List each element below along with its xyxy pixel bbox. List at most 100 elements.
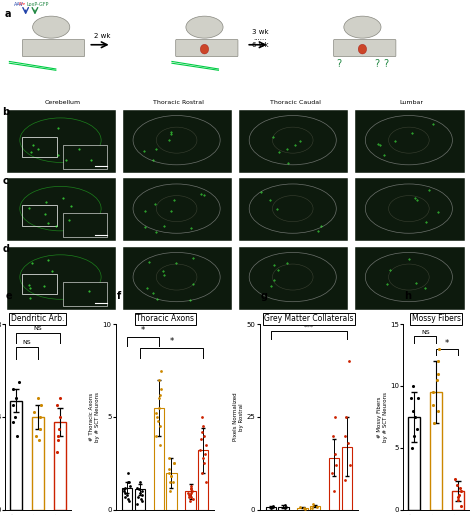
Point bbox=[137, 478, 144, 486]
Point bbox=[123, 491, 131, 499]
Point bbox=[126, 482, 134, 490]
Point bbox=[120, 487, 128, 495]
Point bbox=[54, 401, 61, 409]
Point bbox=[344, 439, 351, 447]
Bar bbox=[122, 488, 132, 510]
Ellipse shape bbox=[344, 16, 381, 38]
Point bbox=[121, 489, 129, 497]
Point bbox=[313, 503, 321, 511]
Bar bbox=[22, 137, 57, 157]
FancyBboxPatch shape bbox=[123, 110, 232, 173]
Text: ......: ...... bbox=[254, 36, 267, 41]
Point bbox=[282, 503, 290, 511]
Text: *: * bbox=[445, 338, 449, 348]
Point bbox=[133, 484, 140, 492]
FancyBboxPatch shape bbox=[7, 179, 116, 242]
Point bbox=[55, 432, 62, 440]
Text: ?: ? bbox=[383, 59, 388, 69]
Point bbox=[455, 493, 462, 502]
Point bbox=[166, 478, 174, 486]
Point bbox=[125, 469, 132, 477]
Point bbox=[186, 491, 193, 499]
Point bbox=[429, 401, 437, 409]
Point bbox=[185, 493, 193, 501]
Point bbox=[165, 469, 173, 477]
Point bbox=[198, 427, 206, 436]
Bar bbox=[409, 417, 420, 510]
Bar bbox=[22, 205, 57, 226]
Point bbox=[171, 459, 178, 468]
Point bbox=[188, 484, 195, 492]
Text: d: d bbox=[2, 244, 9, 254]
Text: 6 wk: 6 wk bbox=[252, 42, 269, 48]
Point bbox=[197, 447, 204, 455]
Point bbox=[410, 432, 418, 440]
Point bbox=[189, 494, 197, 503]
Point bbox=[198, 413, 205, 421]
Text: ?: ? bbox=[374, 59, 379, 69]
Point bbox=[54, 448, 61, 456]
FancyBboxPatch shape bbox=[7, 110, 116, 173]
Point bbox=[55, 424, 63, 433]
Point bbox=[9, 385, 17, 393]
Text: Cerebellum: Cerebellum bbox=[45, 99, 81, 105]
Point bbox=[434, 369, 442, 377]
Point bbox=[170, 459, 178, 468]
Text: a: a bbox=[4, 9, 11, 19]
Point bbox=[429, 388, 437, 397]
Point bbox=[138, 491, 146, 499]
Point bbox=[328, 469, 336, 477]
Point bbox=[282, 504, 289, 512]
Point bbox=[414, 394, 421, 403]
Bar bbox=[342, 447, 352, 510]
Ellipse shape bbox=[186, 16, 223, 38]
Y-axis label: # Thoracic Axons
by # SCT Neurons: # Thoracic Axons by # SCT Neurons bbox=[89, 392, 100, 442]
Point bbox=[408, 394, 415, 403]
Point bbox=[301, 505, 309, 513]
Point bbox=[125, 478, 132, 486]
Point bbox=[201, 450, 209, 458]
Point bbox=[154, 413, 161, 421]
Bar bbox=[166, 473, 176, 510]
Point bbox=[451, 475, 459, 483]
Point bbox=[121, 484, 129, 492]
Text: c: c bbox=[2, 176, 8, 186]
Point bbox=[11, 413, 18, 421]
Point bbox=[454, 481, 461, 489]
Text: *: * bbox=[169, 337, 173, 347]
FancyBboxPatch shape bbox=[356, 110, 465, 173]
Point bbox=[153, 409, 160, 417]
Bar bbox=[63, 213, 107, 237]
Point bbox=[409, 407, 417, 415]
Point bbox=[155, 404, 163, 412]
Point bbox=[341, 432, 349, 440]
Point bbox=[170, 478, 177, 486]
Y-axis label: # Mossy Fibers
by # SCT Neurons: # Mossy Fibers by # SCT Neurons bbox=[377, 392, 388, 442]
Point bbox=[296, 503, 303, 511]
Point bbox=[12, 394, 20, 403]
Point bbox=[200, 454, 207, 462]
Text: Thoracic Caudal: Thoracic Caudal bbox=[270, 99, 320, 105]
Text: Lumbar: Lumbar bbox=[399, 99, 423, 105]
FancyBboxPatch shape bbox=[356, 179, 465, 242]
Bar bbox=[430, 392, 442, 510]
Point bbox=[56, 413, 64, 421]
Text: 3 wk: 3 wk bbox=[252, 29, 269, 35]
Point bbox=[36, 413, 44, 421]
Point bbox=[138, 496, 146, 505]
Point bbox=[456, 491, 463, 499]
Bar bbox=[135, 489, 145, 510]
FancyBboxPatch shape bbox=[22, 40, 85, 57]
Point bbox=[36, 424, 44, 433]
Text: Thoracic Rostral: Thoracic Rostral bbox=[154, 99, 204, 105]
Point bbox=[32, 432, 39, 440]
Point bbox=[433, 375, 441, 384]
Point bbox=[37, 401, 45, 409]
Bar bbox=[63, 145, 107, 169]
Point bbox=[202, 478, 210, 486]
Text: NS: NS bbox=[22, 340, 31, 345]
Bar bbox=[198, 451, 209, 510]
Text: AAV: AAV bbox=[14, 2, 24, 7]
Point bbox=[186, 491, 194, 499]
Text: 2 wk: 2 wk bbox=[94, 33, 110, 39]
